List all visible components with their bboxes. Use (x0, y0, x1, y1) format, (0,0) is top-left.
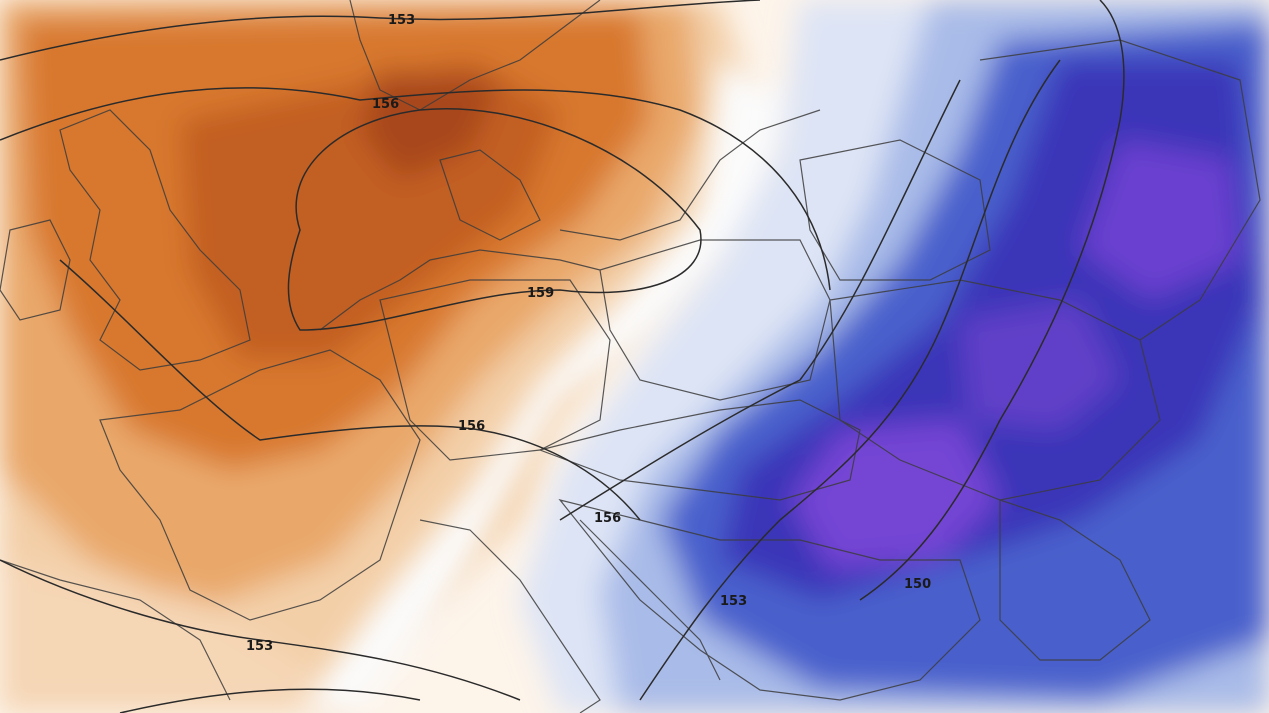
neutral-zone (300, 60, 800, 713)
coast-baltic (559, 109, 821, 241)
contour-line-156-east (559, 79, 961, 521)
border-france (99, 349, 421, 621)
contour-labels: 153 156 159 156 156 153 150 153 (246, 13, 931, 654)
contour-label-156-adriatic: 156 (594, 511, 621, 526)
coast-denmark (439, 149, 541, 241)
contour-label-159: 159 (527, 286, 554, 301)
border-germany (379, 279, 611, 461)
border-balkans (558, 498, 981, 701)
contour-line-159-ridge (287, 108, 702, 331)
coast-adriatic (579, 519, 721, 681)
contour-line-150-east (859, 0, 1125, 601)
contour-line-153-north (0, 0, 761, 61)
contour-label-153-top: 153 (388, 13, 415, 28)
coast-ireland (0, 219, 71, 321)
cold-purple-core-north (1080, 140, 1240, 300)
cold-purple-core-south (790, 420, 1000, 570)
coast-britain (59, 109, 251, 371)
contour-label-156-center: 156 (458, 419, 485, 434)
contour-line-153-south (0, 559, 521, 701)
coast-iberia (0, 559, 231, 701)
border-italy (419, 519, 601, 713)
contour-label-150: 150 (904, 577, 931, 592)
border-belarus (799, 139, 991, 281)
contour-lines (0, 0, 1125, 713)
contour-label-153-south: 153 (246, 639, 273, 654)
neutral-band (300, 60, 800, 713)
border-poland (599, 239, 831, 401)
contour-label-156-top: 156 (372, 97, 399, 112)
cold-purple-core-east (960, 300, 1120, 430)
coast-blacksea (999, 499, 1151, 661)
contour-line-156-central (59, 259, 641, 521)
coast-scandinavia (349, 0, 601, 111)
contour-line-south-edge (119, 688, 421, 713)
coast-lowlands (319, 249, 601, 331)
border-central (537, 399, 861, 501)
contour-line-156-north (0, 87, 831, 291)
contour-line-153-balkan (639, 59, 1061, 701)
contour-label-153-balkan: 153 (720, 594, 747, 609)
border-russia (979, 39, 1261, 341)
border-ukraine (829, 279, 1161, 501)
